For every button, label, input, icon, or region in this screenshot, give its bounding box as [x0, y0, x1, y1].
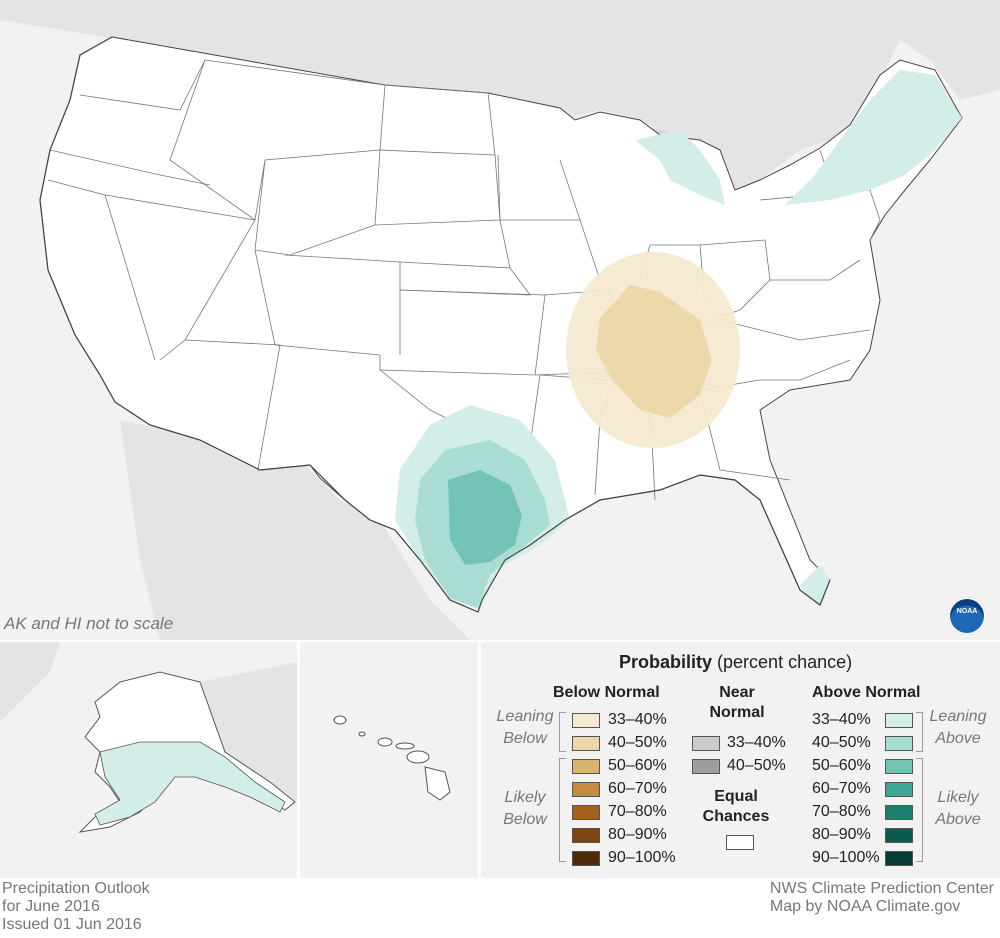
equal-chances-line2: Chances: [702, 808, 770, 825]
near-normal-level-label: 33–40%: [727, 734, 786, 751]
above-normal-level-swatch: [885, 851, 913, 866]
hawaii-map-svg: [333, 715, 451, 801]
hawaii-inset: [300, 642, 478, 878]
leaning-above-line1: Leaning: [929, 708, 987, 725]
below-normal-level-label: 70–80%: [608, 803, 667, 820]
below-normal-level-label: 33–40%: [608, 711, 667, 728]
leaning-below-line2: Below: [503, 730, 547, 747]
legend-title-bold: Probability: [619, 652, 713, 672]
leaning-above-bracket: [916, 712, 923, 752]
likely-below-line1: Likely: [504, 789, 546, 806]
footer-outlook-title: Precipitation Outlook: [2, 880, 150, 897]
footer-right: NWS Climate Prediction Center Map by NOA…: [770, 880, 994, 916]
below-normal-level-label: 80–90%: [608, 826, 667, 843]
likely-above-line1: Likely: [937, 789, 979, 806]
footer-credit-cpc: NWS Climate Prediction Center: [769, 880, 994, 897]
below-normal-level-swatch: [572, 736, 600, 751]
below-normal-level-swatch: [572, 759, 600, 774]
leaning-below-label: Leaning Below: [483, 708, 567, 748]
likely-below-label: Likely Below: [483, 789, 567, 829]
footer-issued-date: Issued 01 Jun 2016: [2, 916, 142, 933]
canada-land: [0, 0, 1000, 200]
conus-map: AK and HI not to scale NOAA: [0, 0, 1000, 640]
above-normal-level-swatch: [885, 713, 913, 728]
below-normal-level-swatch: [572, 713, 600, 728]
footer-left: Precipitation Outlook for June 2016 Issu…: [2, 880, 150, 934]
hawaii-islands: [333, 715, 451, 801]
near-normal-level-swatch: [692, 759, 720, 774]
likely-above-label: Likely Above: [923, 789, 993, 829]
equal-chances-line1: Equal: [714, 788, 758, 805]
leaning-below-line1: Leaning: [496, 708, 554, 725]
below-normal-level-label: 90–100%: [608, 849, 676, 866]
near-normal-header: Near Normal: [707, 684, 767, 722]
below-normal-level-swatch: [572, 805, 600, 820]
near-normal-header-1: Near: [719, 684, 755, 701]
footer-outlook-period: for June 2016: [2, 898, 100, 915]
above-normal-northeast: [785, 70, 962, 205]
above-normal-michigan: [635, 130, 725, 205]
conus-map-svg: [0, 0, 1000, 640]
noaa-logo[interactable]: NOAA: [948, 597, 986, 635]
below-normal-level-label: 40–50%: [608, 734, 667, 751]
above-normal-level-swatch: [885, 782, 913, 797]
russia-land: [0, 642, 60, 722]
legend-title: Probability (percent chance): [619, 652, 852, 673]
legend: Probability (percent chance) Below Norma…: [481, 642, 1000, 878]
alaska-inset: [0, 642, 297, 878]
above-normal-texas: [395, 405, 570, 610]
above-normal-level-label: 33–40%: [812, 711, 871, 728]
above-normal-alaska: [94, 741, 286, 826]
above-normal-level-swatch: [885, 736, 913, 751]
leaning-above-label: Leaning Above: [923, 708, 993, 748]
likely-below-bracket: [559, 758, 566, 862]
above-normal-level-swatch: [885, 759, 913, 774]
below-normal-header: Below Normal: [553, 684, 660, 701]
legend-title-rest: (percent chance): [717, 652, 853, 672]
leaning-below-bracket: [559, 712, 566, 752]
equal-chances-label: Equal Chances: [701, 788, 771, 826]
likely-above-line2: Above: [935, 811, 981, 828]
footer-credit-map: Map by NOAA Climate.gov: [769, 898, 961, 915]
noaa-logo-text: NOAA: [956, 608, 978, 615]
near-normal-level-swatch: [692, 736, 720, 751]
above-normal-level-swatch: [885, 805, 913, 820]
below-normal-level-label: 60–70%: [608, 780, 667, 797]
mexico-land: [120, 420, 470, 640]
below-normal-level-swatch: [572, 828, 600, 843]
above-normal-level-label: 80–90%: [812, 826, 871, 843]
likely-below-line2: Below: [503, 811, 547, 828]
below-normal-region: [566, 252, 740, 448]
below-normal-level-swatch: [572, 782, 600, 797]
leaning-above-line2: Above: [935, 730, 981, 747]
above-normal-level-label: 60–70%: [812, 780, 871, 797]
above-normal-level-label: 70–80%: [812, 803, 871, 820]
near-normal-level-label: 40–50%: [727, 757, 786, 774]
alaska-map-svg: [0, 642, 297, 833]
equal-chances-swatch: [726, 835, 754, 850]
near-normal-header-2: Normal: [709, 704, 765, 721]
scale-note: AK and HI not to scale: [4, 614, 174, 633]
above-normal-level-label: 40–50%: [812, 734, 871, 751]
above-normal-level-label: 90–100%: [812, 849, 880, 866]
above-normal-level-swatch: [885, 828, 913, 843]
below-normal-level-label: 50–60%: [608, 757, 667, 774]
below-normal-level-swatch: [572, 851, 600, 866]
likely-above-bracket: [916, 758, 923, 862]
coastline: [39, 36, 831, 613]
above-normal-level-label: 50–60%: [812, 757, 871, 774]
canada-yukon: [200, 662, 297, 802]
above-normal-header: Above Normal: [812, 684, 921, 701]
